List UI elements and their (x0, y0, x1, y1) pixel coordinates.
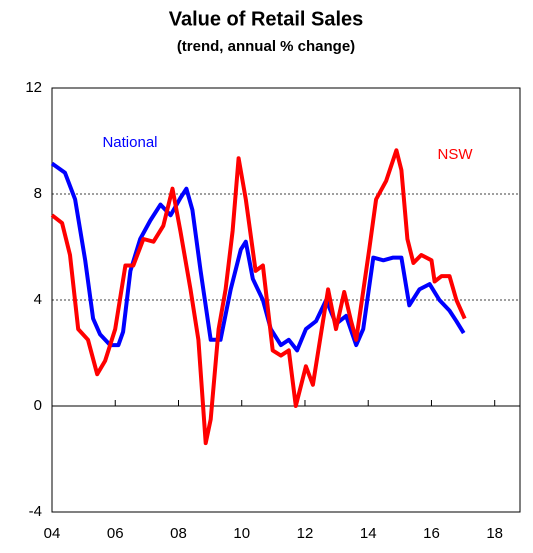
series-label: National (102, 134, 157, 151)
x-tick-label: 12 (297, 525, 314, 542)
x-tick-label: 16 (423, 525, 440, 542)
chart-subtitle: (trend, annual % change) (177, 38, 355, 55)
y-tick-label: 8 (34, 185, 42, 202)
x-tick-label: 06 (107, 525, 124, 542)
x-tick-label: 14 (360, 525, 377, 542)
x-tick-label: 08 (170, 525, 187, 542)
series-line (50, 148, 467, 446)
series-line (50, 161, 466, 353)
y-tick-label: -4 (29, 503, 42, 520)
chart-title: Value of Retail Sales (169, 8, 364, 30)
series-label: NSW (438, 146, 474, 163)
y-tick-label: 0 (34, 397, 42, 414)
y-tick-label: 12 (25, 79, 42, 96)
x-tick-label: 04 (44, 525, 61, 542)
x-tick-label: 10 (233, 525, 250, 542)
y-tick-label: 4 (34, 291, 42, 308)
x-tick-label: 18 (486, 525, 503, 542)
